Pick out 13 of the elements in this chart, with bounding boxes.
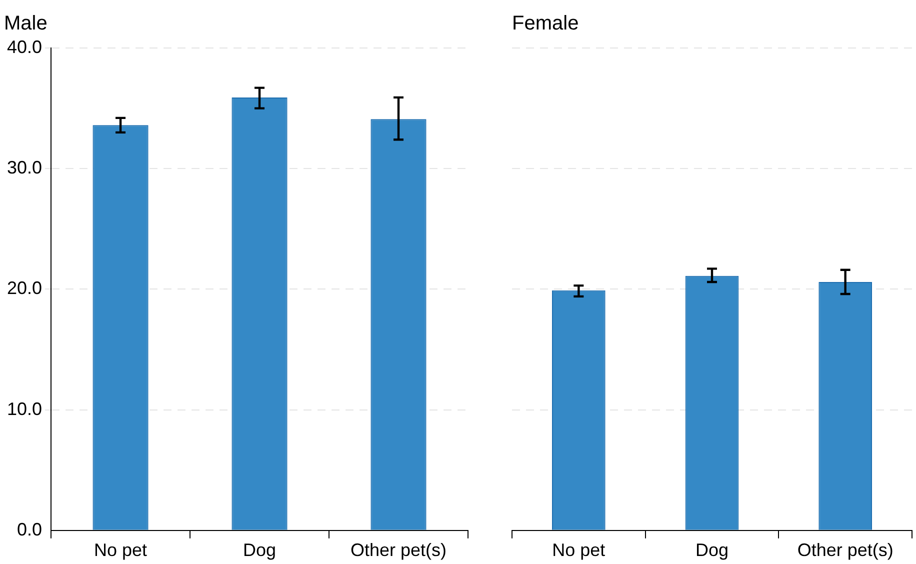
x-tick-label: No pet [94,540,148,560]
x-tick-label: Dog [243,540,276,560]
x-tick-label: Other pet(s) [797,540,894,560]
y-tick-label: 0.0 [17,519,42,540]
chart-title: Female [512,12,579,35]
y-tick-label: 30.0 [6,158,42,178]
x-tick-label: Other pet(s) [350,540,447,560]
y-tick-label: 40.0 [6,36,42,57]
x-tick-label: No pet [552,540,606,560]
y-tick-label: 10.0 [6,398,42,419]
y-tick-label: 20.0 [6,278,42,298]
chart-title: Male [4,12,48,35]
x-tick-label: Dog [695,540,729,560]
